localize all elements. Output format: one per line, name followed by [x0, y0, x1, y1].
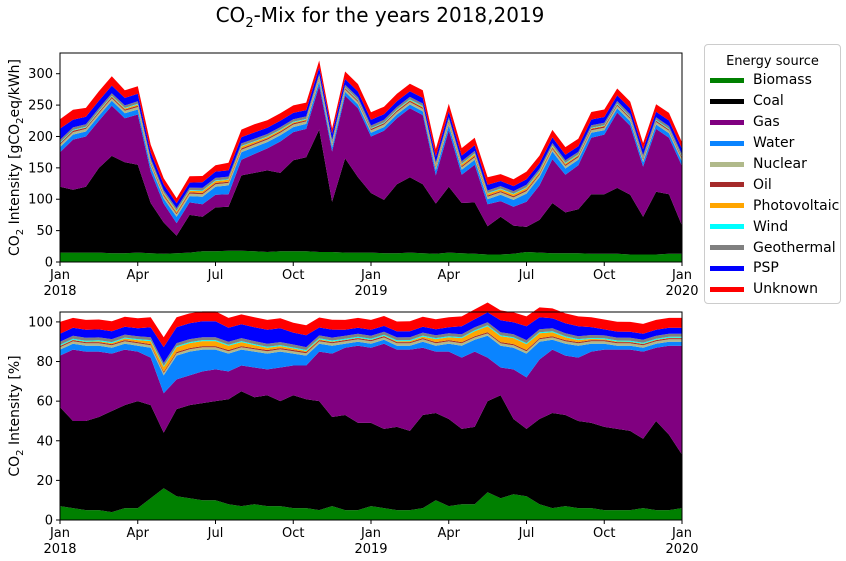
area-coal: [60, 391, 682, 513]
legend-item: Oil: [710, 174, 840, 195]
y-tick-label: 20: [36, 474, 53, 489]
area-gas: [60, 343, 682, 455]
y-tick-label: 250: [28, 99, 53, 114]
area-water: [60, 81, 682, 224]
legend-label: PSP: [753, 260, 779, 277]
x-tick-label: Oct: [282, 526, 304, 541]
legend-label: Geothermal: [753, 239, 836, 256]
y-tick-label: 200: [28, 130, 53, 145]
x-tick-label: Jul: [207, 526, 224, 541]
x-tick-label: Oct: [282, 268, 304, 283]
area-unknown: [60, 302, 682, 348]
legend-title: Energy source: [726, 54, 819, 69]
x-tick-label: Jul: [207, 268, 224, 283]
legend-label: Wind: [753, 218, 789, 235]
area-biomass: [60, 250, 682, 262]
legend-label: Nuclear: [753, 156, 807, 172]
area-oil: [60, 332, 682, 373]
x-tick-label: Apr: [438, 526, 461, 541]
legend-label: Biomass: [753, 72, 812, 89]
legend-item: Photovoltaic: [710, 195, 840, 216]
legend: Energy source Biomass Coal Gas Water Nuc…: [704, 44, 841, 304]
legend-swatch: [710, 203, 744, 209]
legend-item: Unknown: [710, 279, 840, 300]
area-coal: [60, 129, 682, 255]
legend-swatch: [710, 77, 744, 83]
x-tick-year-label: 2019: [354, 284, 387, 299]
x-tick-label: Jul: [518, 526, 535, 541]
area-water: [60, 335, 682, 394]
x-tick-label: Jan: [671, 526, 692, 541]
legend-swatch: [710, 224, 744, 230]
x-tick-label: Jan: [49, 526, 70, 541]
y-tick-label: 100: [28, 193, 53, 208]
y-axis-label: CO2 Intensity [gCO2eq/kWh]: [7, 59, 26, 256]
legend-swatch: [710, 286, 744, 292]
x-tick-label: Oct: [593, 268, 615, 283]
area-gas: [60, 85, 682, 236]
area-photovoltaic: [60, 326, 682, 372]
y-axis-label: CO2 Intensity [%]: [7, 355, 26, 476]
y-tick-label: 80: [36, 355, 53, 370]
y-tick-label: 60: [36, 395, 53, 410]
legend-label: Water: [753, 135, 795, 152]
area-biomass: [60, 488, 682, 520]
legend-item: PSP: [710, 258, 840, 279]
legend-swatch: [710, 161, 744, 167]
y-tick-label: 0: [45, 256, 53, 271]
legend-label: Unknown: [753, 281, 818, 298]
area-nuclear: [60, 333, 682, 376]
legend-item: Biomass: [710, 70, 840, 91]
x-tick-year-label: 2019: [354, 542, 387, 557]
legend-swatch: [710, 245, 744, 251]
x-tick-label: Apr: [127, 268, 150, 283]
legend-label: Coal: [753, 93, 784, 110]
y-tick-label: 100: [28, 315, 53, 330]
x-tick-label: Apr: [438, 268, 461, 283]
area-psp: [60, 67, 682, 209]
y-tick-label: 150: [28, 161, 53, 176]
y-tick-label: 40: [36, 434, 53, 449]
x-tick-label: Apr: [127, 526, 150, 541]
legend-item: Wind: [710, 216, 840, 237]
y-tick-label: 0: [45, 514, 53, 529]
legend-item: Water: [710, 133, 840, 154]
y-tick-label: 300: [28, 67, 53, 82]
legend-item: Geothermal: [710, 237, 840, 258]
y-tick-label: 50: [36, 224, 53, 239]
x-tick-label: Oct: [593, 526, 615, 541]
legend-item: Nuclear: [710, 154, 840, 175]
legend-swatch: [710, 98, 744, 104]
figure-title: CO2-Mix for the years 2018,2019: [216, 3, 545, 31]
x-tick-year-label: 2018: [43, 542, 76, 557]
x-tick-year-label: 2018: [43, 284, 76, 299]
legend-label: Oil: [753, 176, 772, 193]
x-tick-label: Jul: [518, 268, 535, 283]
legend-label: Photovoltaic: [753, 197, 840, 214]
x-tick-year-label: 2020: [665, 284, 698, 299]
legend-swatch: [710, 119, 744, 125]
area-unknown: [60, 60, 682, 204]
area-psp: [60, 312, 682, 363]
x-tick-label: Jan: [360, 268, 381, 283]
x-tick-year-label: 2020: [665, 542, 698, 557]
legend-swatch: [710, 182, 744, 188]
legend-swatch: [710, 265, 744, 271]
legend-label: Gas: [753, 114, 780, 131]
x-tick-label: Jan: [49, 268, 70, 283]
legend-item: Gas: [710, 112, 840, 133]
x-tick-label: Jan: [671, 268, 692, 283]
legend-swatch: [710, 140, 744, 146]
x-tick-label: Jan: [360, 526, 381, 541]
legend-item: Coal: [710, 91, 840, 112]
